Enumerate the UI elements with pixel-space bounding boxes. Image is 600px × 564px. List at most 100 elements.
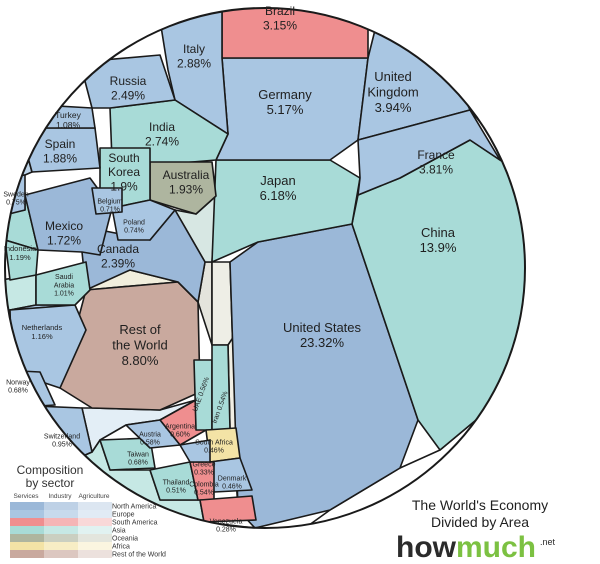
label-russia-name: Russia [110, 74, 147, 88]
cell-belgium [91, 187, 123, 215]
label-taiwan: Taiwan 0.68% [127, 451, 149, 466]
label-turkey-value: 1.08% [56, 120, 81, 130]
legend-swatch-europe-0 [10, 510, 44, 518]
label-austria-name: Austria [139, 431, 161, 438]
filler-cell-3 [5, 127, 33, 181]
label-united-states-name: United States [283, 320, 362, 335]
label-poland: Poland 0.74% [123, 219, 145, 234]
cell-greece [179, 439, 211, 463]
label-spain-name: Spain [45, 137, 76, 151]
label-argentina-value: 0.60% [170, 432, 190, 439]
label-venezuela-name: Venezuela [210, 518, 243, 525]
label-colombia: Colombia 0.54% [189, 481, 219, 496]
label-colombia-value: 0.54% [194, 490, 214, 497]
label-argentina-name: Argentina [165, 423, 195, 430]
chart-subtitle: Divided by Area [431, 514, 529, 530]
label-italy-value: 2.88% [177, 56, 211, 70]
legend-swatch-europe-1 [44, 510, 78, 518]
cell-taiwan [99, 437, 156, 471]
label-greece: Greece 0.33% [193, 461, 216, 476]
label-germany-name: Germany [258, 87, 312, 102]
label-greece-name: Greece [193, 461, 216, 468]
label-italy-name: Italy [183, 42, 205, 56]
label-poland-value: 0.74% [124, 228, 144, 235]
label-colombia-name: Colombia [189, 481, 219, 488]
label-venezuela: Venezuela 0.28% [210, 518, 243, 533]
label-japan-name: Japan [260, 173, 295, 188]
legend-swatch-south-america-2 [78, 518, 112, 526]
label-spain-value: 1.88% [43, 151, 77, 165]
legend-swatch-africa-2 [78, 542, 112, 550]
label-greece-value: 0.33% [194, 470, 214, 477]
cell-france [357, 109, 501, 196]
legend-label-asia: Asia [112, 528, 126, 535]
cell-russia [79, 54, 176, 109]
label-china-name: China [421, 225, 456, 240]
label-united-kingdom-name-0: United [374, 69, 412, 84]
label-canada-value: 2.39% [101, 256, 135, 270]
label-india-name: India [149, 120, 175, 134]
label-belgium-value: 0.71% [100, 207, 120, 214]
label-brazil-name: Brazil [265, 4, 295, 18]
label-south-korea-name-1: Korea [108, 165, 140, 179]
legend-swatch-north-america-0 [10, 502, 44, 510]
label-netherlands-value: 1.16% [31, 332, 53, 341]
label-norway-name: Norway [6, 379, 30, 386]
legend-swatch-asia-1 [44, 526, 78, 534]
label-switzerland: Switzerland 0.95% [44, 433, 80, 448]
label-germany-value: 5.17% [267, 102, 304, 117]
chart-title: The World's Economy [412, 497, 548, 513]
label-poland-name: Poland [123, 219, 145, 226]
cell-saudi-arabia [35, 261, 91, 306]
label-france-value: 3.81% [419, 162, 453, 176]
label-united-kingdom-name-1: Kingdom [367, 85, 418, 100]
cell-poland [111, 199, 176, 241]
label-belgium-name: Belgium [97, 198, 122, 205]
label-norway-value: 0.68% [8, 388, 28, 395]
legend-swatch-africa-1 [44, 542, 78, 550]
legend-label-europe: Europe [112, 512, 135, 519]
label-thailand-value: 0.51% [166, 488, 186, 495]
label-south-africa: South Africa 0.46% [195, 439, 233, 454]
label-denmark-value: 0.46% [222, 484, 242, 491]
label-russia-value: 2.49% [111, 88, 145, 102]
label-venezuela-value: 0.28% [216, 527, 236, 534]
legend-columns: Services Industry Agriculture [14, 493, 110, 500]
legend-swatch-europe-2 [78, 510, 112, 518]
caption: The World's Economy Divided by Area [412, 497, 548, 530]
label-south-korea-name-0: South [108, 151, 139, 165]
legend-column-agriculture: Agriculture [78, 493, 109, 500]
label-austria: Austria 0.58% [139, 431, 161, 446]
legend-title-line2: by sector [26, 476, 75, 490]
brand-word-how: how [396, 531, 457, 564]
label-sweden-value: 0.75% [6, 200, 26, 207]
legend-swatch-africa-0 [10, 542, 44, 550]
filler-cell-16 [528, 180, 600, 300]
label-denmark: Denmark 0.46% [218, 475, 247, 490]
label-austria-value: 0.58% [140, 440, 160, 447]
label-argentina: Argentina 0.60% [165, 423, 195, 438]
label-mexico-value: 1.72% [47, 233, 81, 247]
legend-swatch-asia-2 [78, 526, 112, 534]
label-thailand-name: Thailand [163, 479, 190, 486]
label-norway: Norway 0.68% [6, 379, 30, 394]
label-netherlands-name: Netherlands [22, 323, 63, 332]
legend-swatch-oceania-1 [44, 534, 78, 542]
legend-title-line1: Composition [17, 463, 84, 477]
